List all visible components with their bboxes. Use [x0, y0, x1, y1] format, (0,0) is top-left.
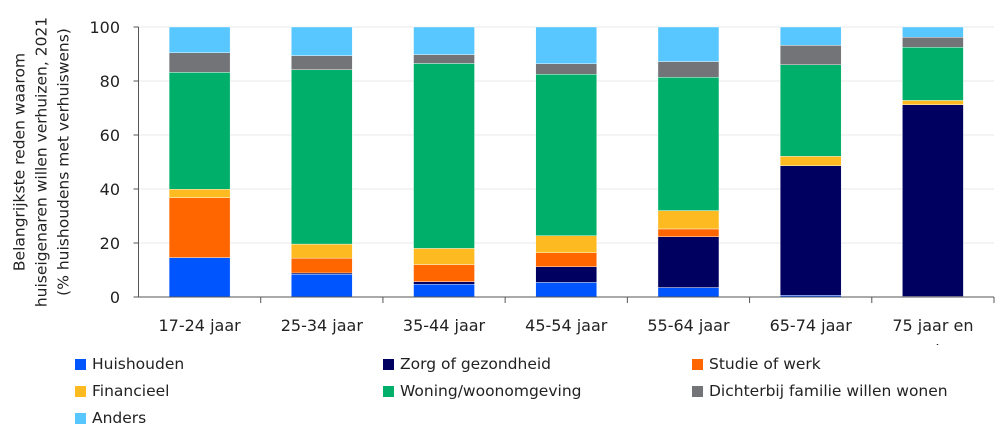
y-axis-label-line: (% huishoudens met verhuiswens): [54, 28, 72, 296]
x-tick-label: 35-44 jaar: [403, 316, 486, 335]
bar-segment-woning-woonomgeving: [657, 77, 720, 211]
bar-segment-huishouden: [291, 274, 353, 298]
legend-item: Anders: [75, 409, 146, 427]
legend-swatch: [692, 385, 703, 397]
bar-segment-financieel: [168, 189, 231, 198]
legend-label: Studie of werk: [709, 355, 821, 373]
bar-segment-dichterbij-familie-willen-wonen: [657, 61, 720, 78]
y-tick-label: 20: [100, 234, 120, 253]
bar-segment-studie-of-werk: [413, 264, 475, 282]
x-tick-label: 55-64 jaar: [647, 316, 730, 335]
bar-segment-studie-of-werk: [657, 228, 720, 237]
legend-item: Dichterbij familie willen wonen: [692, 382, 948, 400]
bar-segment-zorg-of-gezondheid: [413, 281, 475, 285]
legend-label: Dichterbij familie willen wonen: [709, 382, 948, 400]
bar-segment-huishouden: [535, 282, 597, 298]
axes: 0 20 40 60 80 100 17-24 jaar 25-34 jaar 35-44 ja…: [89, 18, 995, 345]
bar-segment-anders: [291, 26, 353, 56]
x-tick-label: 17-24 jaar: [158, 316, 241, 335]
x-tick-label: 65-74 jaar: [770, 316, 853, 335]
stacked-bar-chart: 0 20 40 60 80 100 17-24 jaar 25-34 jaar 35-44 ja…: [10, 17, 995, 345]
legend-label: Anders: [92, 409, 147, 427]
legend-label: Huishouden: [92, 355, 185, 373]
bar-segment-woning-woonomgeving: [168, 72, 231, 190]
bar-segment-studie-of-werk: [535, 252, 597, 267]
legend-item: Woning/woonomgeving: [383, 382, 581, 400]
legend-swatch: [383, 358, 394, 370]
bar-segment-financieel: [291, 243, 353, 259]
bar-segment-huishouden: [168, 257, 231, 298]
y-axis-label-line: Belangrijkste reden waarom: [10, 53, 28, 271]
x-tick-label: ouder: [910, 341, 957, 345]
legend-item: Huishouden: [75, 355, 184, 373]
bar-segment-anders: [902, 26, 964, 38]
bar-segment-woning-woonomgeving: [291, 69, 353, 245]
bar-segment-zorg-of-gezondheid: [657, 236, 720, 288]
legend-label: Woning/woonomgeving: [400, 382, 582, 400]
bar-segment-studie-of-werk: [168, 197, 231, 258]
bar-segment-financieel: [902, 100, 964, 105]
y-tick-label: 100: [89, 18, 120, 37]
legend-swatch: [75, 412, 86, 424]
legend-item: Studie of werk: [692, 355, 821, 373]
bar-segment-financieel: [535, 235, 597, 253]
legend-item: Zorg of gezondheid: [383, 355, 551, 373]
bar-segment-dichterbij-familie-willen-wonen: [535, 63, 597, 75]
bar-segment-studie-of-werk: [291, 257, 353, 274]
legend-swatch: [75, 358, 86, 370]
x-tick-label: 25-34 jaar: [281, 316, 364, 335]
legend-swatch: [75, 385, 86, 397]
bar-segment-financieel: [657, 210, 720, 230]
bar-segment-anders: [168, 26, 231, 53]
bars: [168, 26, 964, 298]
y-axis-label: Belangrijkste reden waarom huiseigenaren …: [10, 17, 72, 307]
bar-segment-anders: [413, 26, 475, 55]
bar-segment-zorg-of-gezondheid: [291, 272, 353, 275]
x-tick-label: 45-54 jaar: [525, 316, 608, 335]
y-tick-label: 40: [100, 180, 120, 199]
bar-segment-woning-woonomgeving: [535, 74, 597, 236]
bar-segment-dichterbij-familie-willen-wonen: [168, 52, 231, 73]
y-tick-label: 0: [110, 288, 120, 307]
legend-label: Financieel: [92, 382, 170, 400]
bar-segment-zorg-of-gezondheid: [535, 266, 597, 283]
bar-segment-dichterbij-familie-willen-wonen: [291, 55, 353, 70]
bar-segment-dichterbij-familie-willen-wonen: [779, 45, 842, 66]
bar-segment-dichterbij-familie-willen-wonen: [413, 54, 475, 64]
y-axis-label-line: huiseigenaren willen verhuizen, 2021: [32, 17, 50, 307]
bar-segment-anders: [779, 26, 842, 46]
bar-segment-financieel: [413, 248, 475, 265]
bar-segment-woning-woonomgeving: [902, 47, 964, 101]
bar-segment-dichterbij-familie-willen-wonen: [902, 37, 964, 48]
bar-segment-zorg-of-gezondheid: [902, 104, 964, 297]
legend-swatch: [692, 358, 703, 370]
legend-item: Financieel: [75, 382, 169, 400]
bar-segment-zorg-of-gezondheid: [779, 165, 842, 296]
bar-segment-huishouden: [413, 284, 475, 298]
x-tick-label: 75 jaar en: [892, 316, 973, 335]
bar-segment-anders: [535, 26, 597, 64]
legend-swatch: [383, 385, 394, 397]
bar-segment-financieel: [779, 156, 842, 166]
bar-segment-woning-woonomgeving: [779, 64, 842, 157]
legend-label: Zorg of gezondheid: [400, 355, 551, 373]
y-tick-label: 60: [100, 126, 120, 145]
bar-segment-anders: [657, 26, 720, 62]
bar-segment-huishouden: [657, 287, 720, 298]
y-tick-label: 80: [100, 72, 120, 91]
bar-segment-woning-woonomgeving: [413, 63, 475, 249]
